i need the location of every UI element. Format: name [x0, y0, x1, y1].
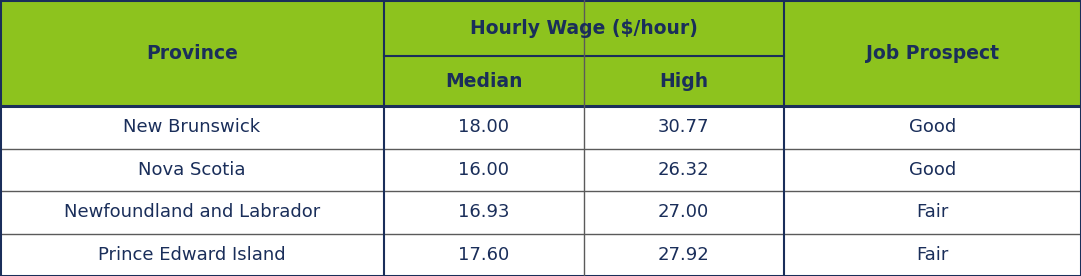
Bar	[0, 233, 1081, 276]
Text: 16.93: 16.93	[458, 203, 509, 221]
Text: Fair: Fair	[917, 246, 948, 264]
Text: Job Prospect: Job Prospect	[866, 44, 999, 63]
Text: Nova Scotia: Nova Scotia	[138, 161, 245, 179]
Text: New Brunswick: New Brunswick	[123, 118, 261, 136]
Text: Good: Good	[909, 161, 956, 179]
Bar	[0, 191, 1081, 233]
Text: 17.60: 17.60	[458, 246, 509, 264]
Text: Hourly Wage ($/hour): Hourly Wage ($/hour)	[470, 19, 697, 38]
Bar	[0, 0, 1081, 106]
Text: 18.00: 18.00	[458, 118, 509, 136]
Text: Good: Good	[909, 118, 956, 136]
Bar	[0, 106, 1081, 149]
Text: Fair: Fair	[917, 203, 948, 221]
Bar	[0, 149, 1081, 191]
Text: Median: Median	[445, 72, 522, 91]
Text: Prince Edward Island: Prince Edward Island	[98, 246, 285, 264]
Text: Newfoundland and Labrador: Newfoundland and Labrador	[64, 203, 320, 221]
Text: 26.32: 26.32	[658, 161, 709, 179]
Text: 27.92: 27.92	[658, 246, 709, 264]
Text: 16.00: 16.00	[458, 161, 509, 179]
Text: Province: Province	[146, 44, 238, 63]
Text: High: High	[659, 72, 708, 91]
Text: 30.77: 30.77	[658, 118, 709, 136]
Text: 27.00: 27.00	[658, 203, 709, 221]
